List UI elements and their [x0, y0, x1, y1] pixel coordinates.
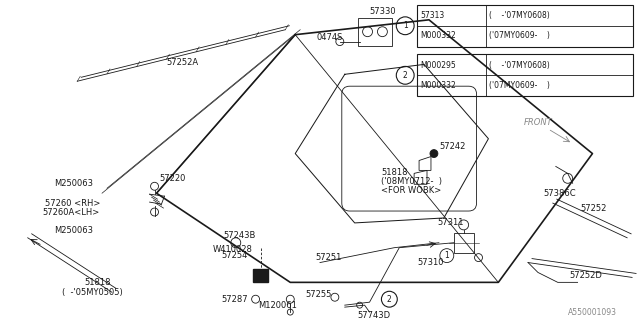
Text: 57252D: 57252D	[570, 271, 602, 280]
Text: 57311: 57311	[437, 219, 463, 228]
Text: M000295: M000295	[420, 61, 456, 70]
Text: ('08MY0712-  ): ('08MY0712- )	[381, 177, 442, 186]
Text: 1: 1	[403, 21, 408, 30]
Text: <FOR WOBK>: <FOR WOBK>	[381, 186, 442, 195]
Text: 0474S: 0474S	[316, 33, 342, 42]
Text: 57254: 57254	[221, 251, 247, 260]
Circle shape	[430, 150, 438, 157]
Text: 57252A: 57252A	[166, 58, 198, 67]
Text: 57255: 57255	[305, 290, 332, 299]
Text: M250063: M250063	[54, 226, 93, 235]
Text: 57243B: 57243B	[223, 231, 255, 240]
Text: ('07MY0609-    ): ('07MY0609- )	[490, 31, 550, 40]
Text: (  -'05MY0505): ( -'05MY0505)	[63, 288, 123, 297]
Text: 57260 <RH>: 57260 <RH>	[45, 199, 100, 208]
Text: 57242: 57242	[439, 142, 465, 151]
Text: W410028: W410028	[213, 245, 253, 254]
Text: (    -'07MY0608): ( -'07MY0608)	[490, 11, 550, 20]
Text: 57386C: 57386C	[543, 189, 575, 198]
Text: 57287: 57287	[221, 295, 248, 304]
Text: M000332: M000332	[420, 31, 456, 40]
Text: 51818: 51818	[84, 278, 111, 287]
Polygon shape	[253, 269, 269, 282]
Text: 1: 1	[444, 251, 449, 260]
Text: 57220: 57220	[159, 174, 186, 183]
Text: M250063: M250063	[54, 179, 93, 188]
Text: 57310: 57310	[417, 258, 444, 267]
Text: 51818: 51818	[381, 168, 408, 177]
Text: (    -'07MY0608): ( -'07MY0608)	[490, 61, 550, 70]
Text: M120061: M120061	[259, 301, 298, 310]
Text: ('07MY0609-    ): ('07MY0609- )	[490, 81, 550, 90]
Text: 2: 2	[403, 71, 408, 80]
Text: 57251: 57251	[315, 253, 341, 262]
Text: 57252: 57252	[580, 204, 607, 212]
Text: FRONT: FRONT	[524, 118, 552, 127]
Text: 57260A<LH>: 57260A<LH>	[43, 208, 100, 217]
Text: A550001093: A550001093	[568, 308, 617, 316]
Text: 57330: 57330	[369, 7, 396, 16]
Text: 57313: 57313	[420, 11, 444, 20]
Text: 57743D: 57743D	[358, 310, 391, 320]
Text: 2: 2	[387, 295, 392, 304]
Text: M000332: M000332	[420, 81, 456, 90]
